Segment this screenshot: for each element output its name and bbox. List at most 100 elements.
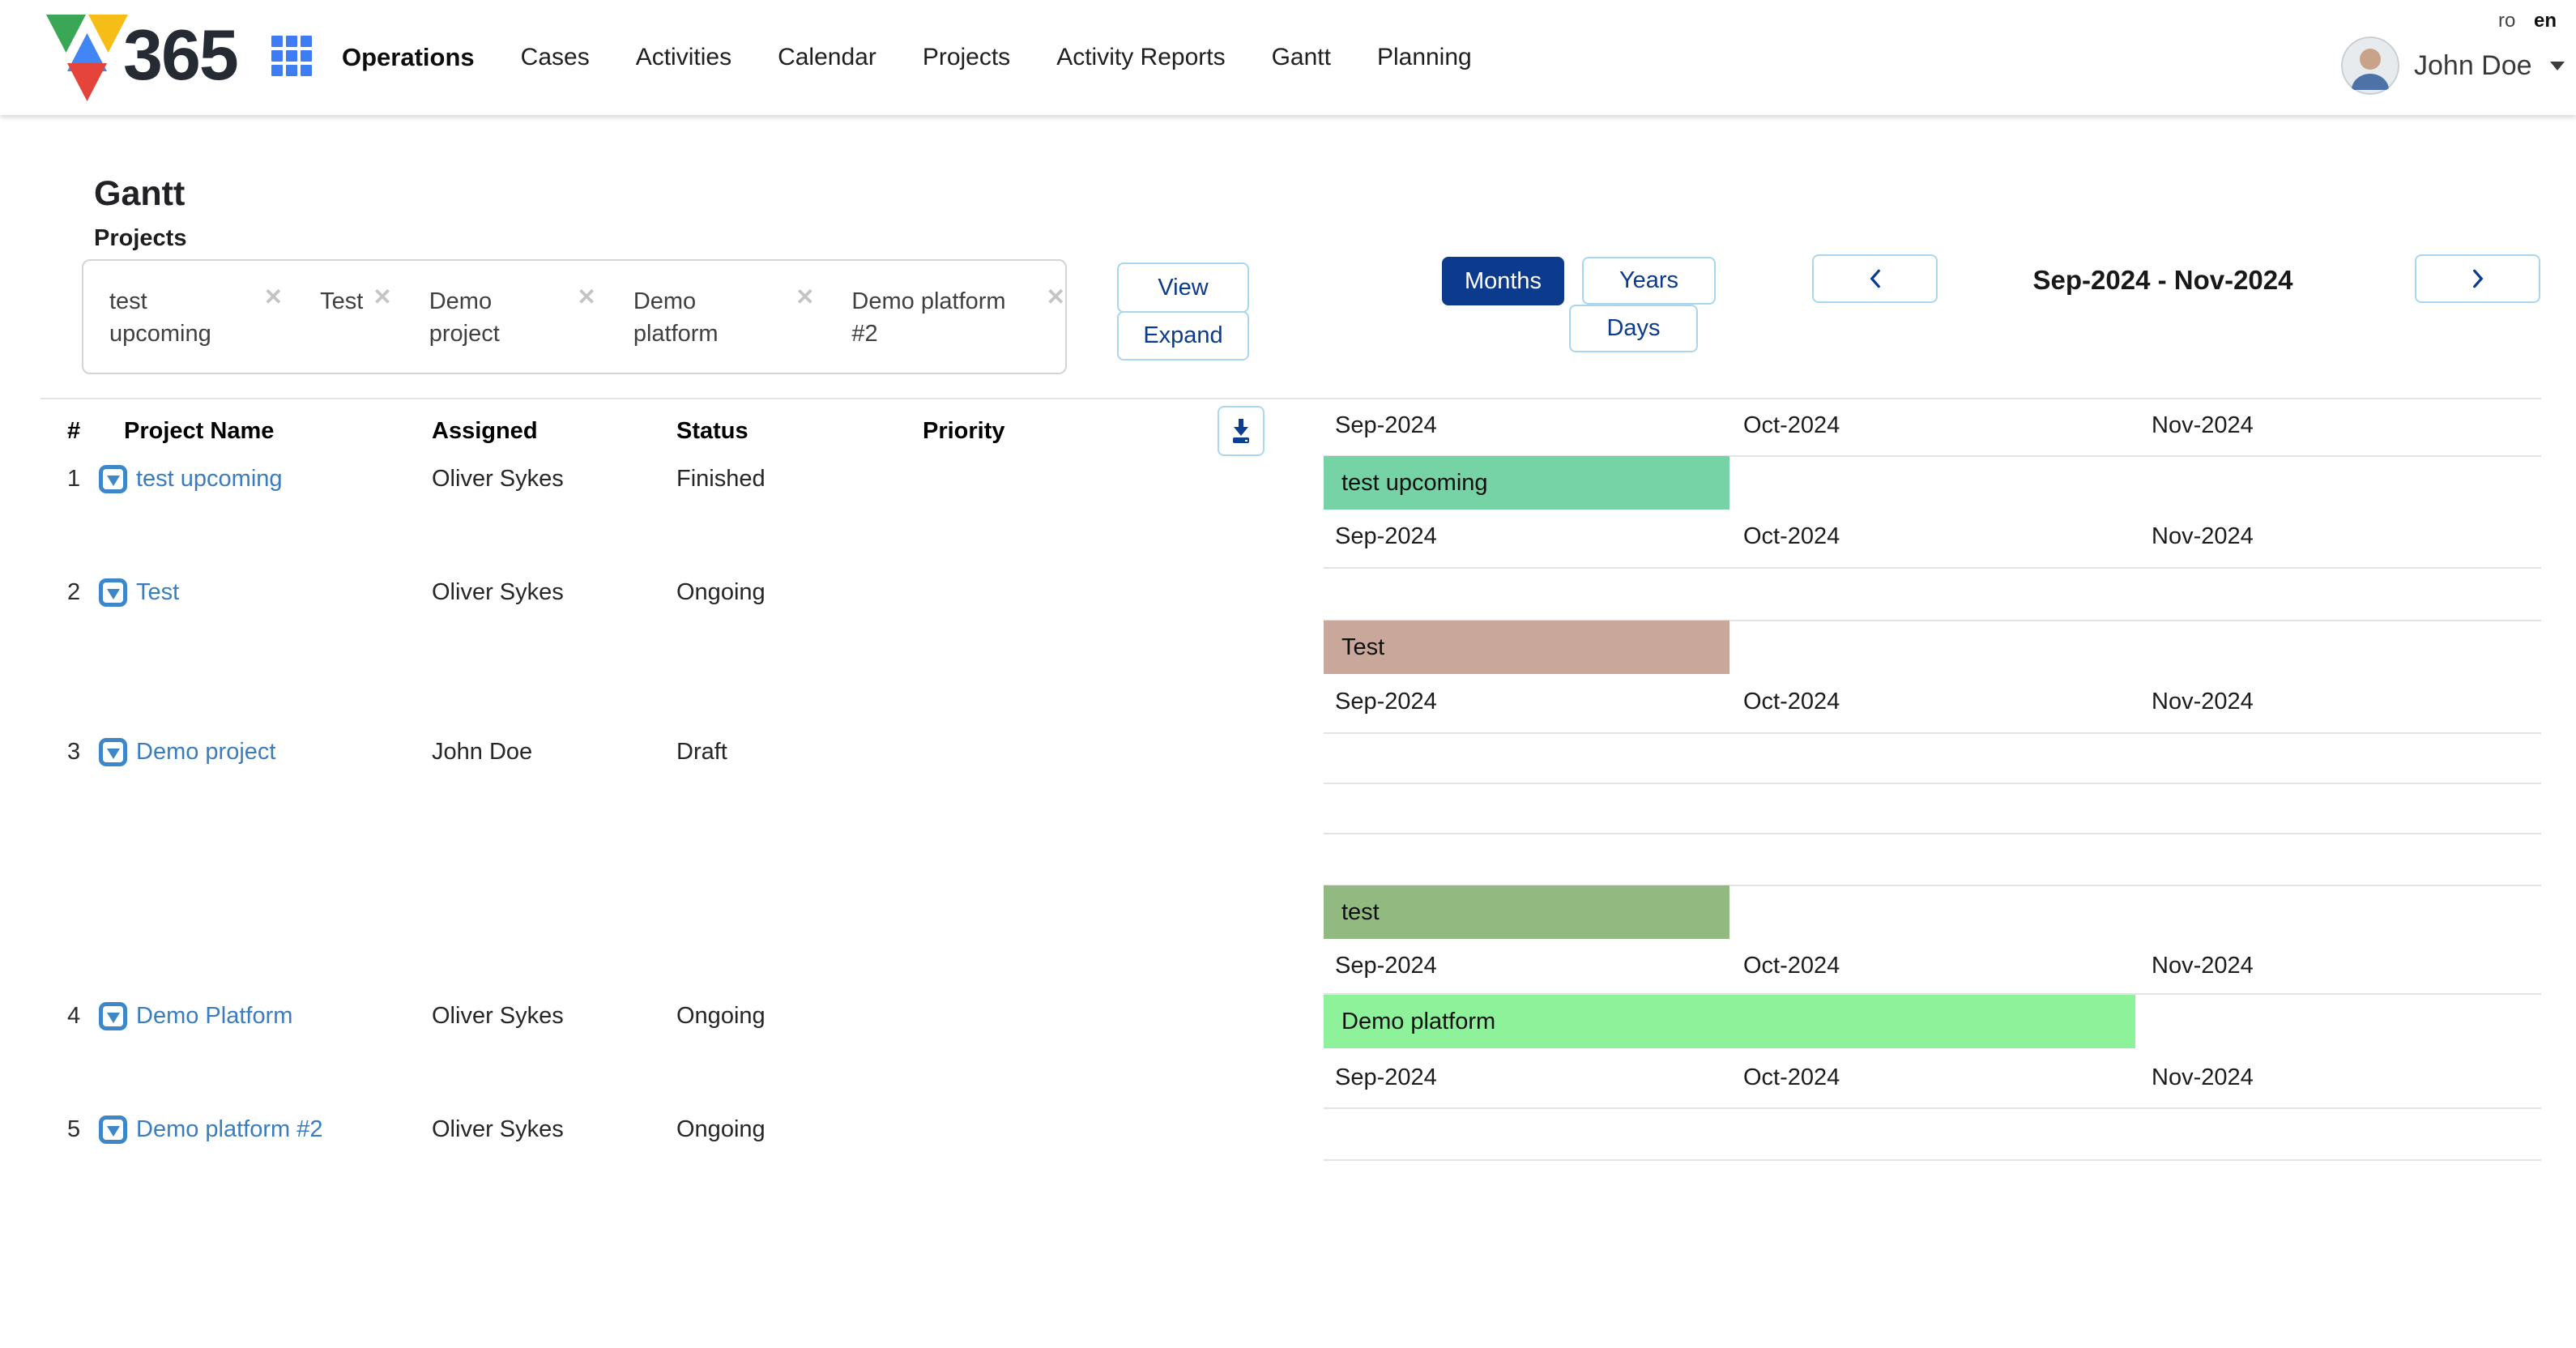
chip-remove-icon[interactable]: ✕ [373,285,391,309]
chip-remove-icon[interactable]: ✕ [1047,285,1065,309]
logo-triangle-green [46,15,86,53]
assigned-cell: John Doe [432,736,532,767]
status-cell: Draft [676,736,727,767]
month-label: Nov-2024 [2152,674,2254,729]
table-row: 4 Demo Platform Oliver Sykes Ongoing [0,1000,1320,1031]
apps-grid-icon[interactable] [271,36,312,76]
nav-item-activities[interactable]: Activities [636,44,731,71]
user-avatar [2341,36,2399,95]
top-navigation-bar: 365 Operations Cases Activities Calendar… [0,0,2576,115]
row-number: 4 [67,1000,80,1031]
month-label: Oct-2024 [1743,938,1840,993]
download-button[interactable] [1218,406,1265,456]
project-link[interactable]: test upcoming [136,463,283,494]
logo-triangle-red [67,63,107,101]
view-button[interactable]: View [1117,262,1249,313]
project-link[interactable]: Test [136,577,179,608]
nav-item-gantt[interactable]: Gantt [1272,44,1331,71]
gantt-bar[interactable]: Demo platform [1324,995,2135,1048]
month-label: Oct-2024 [1743,1050,1840,1105]
chip-remove-icon[interactable]: ✕ [795,285,814,309]
month-label: Oct-2024 [1743,509,1840,564]
expand-caret-icon[interactable] [99,578,127,607]
gantt-month-scale: Sep-2024 Oct-2024 Nov-2024 [1324,1050,2541,1105]
gantt-bar[interactable]: test [1324,885,1729,939]
scale-days-button[interactable]: Days [1569,305,1698,352]
month-label: Nov-2024 [2152,398,2254,453]
expand-caret-icon[interactable] [99,738,127,766]
chevron-right-icon [2467,267,2489,291]
col-header-assigned: Assigned [432,416,538,446]
gantt-month-scale: Sep-2024 Oct-2024 Nov-2024 [1324,938,2541,993]
next-period-button[interactable] [2415,254,2540,303]
expand-button[interactable]: Expand [1117,311,1249,360]
table-row: 1 test upcoming Oliver Sykes Finished [0,463,1320,494]
month-label: Sep-2024 [1335,674,1437,729]
lang-en[interactable]: en [2534,10,2557,32]
expand-caret-icon[interactable] [99,465,127,493]
expand-caret-icon[interactable] [99,1002,127,1030]
filter-chip: Demo platform #2 ✕ [851,285,1065,350]
chip-label: test upcoming [109,285,254,350]
gantt-gridline [1324,1159,2541,1161]
gantt-gridline [1324,1107,2541,1109]
chip-label: Demo project [429,285,568,350]
gantt-app-screen: 365 Operations Cases Activities Calendar… [0,0,2576,1348]
scale-years-button[interactable]: Years [1582,257,1716,305]
nav-item-planning[interactable]: Planning [1377,44,1472,71]
expand-caret-icon[interactable] [99,1116,127,1144]
gantt-gridline [1324,783,2541,784]
chip-label: Demo platform #2 [851,285,1036,350]
projects-filter-input[interactable]: test upcoming ✕ Test ✕ Demo project ✕ De… [82,259,1067,374]
chevron-down-icon [2550,62,2565,70]
table-row: 2 Test Oliver Sykes Ongoing [0,577,1320,608]
project-link[interactable]: Demo project [136,736,275,767]
assigned-cell: Oliver Sykes [432,577,564,608]
gantt-month-scale: Sep-2024 Oct-2024 Nov-2024 [1324,509,2541,564]
gantt-bar-label: Demo platform [1324,995,2135,1048]
chip-label: Test [320,285,363,318]
gantt-gridline [1324,833,2541,834]
month-label: Sep-2024 [1335,398,1437,453]
assigned-cell: Oliver Sykes [432,1000,564,1031]
month-label: Sep-2024 [1335,938,1437,993]
month-label: Nov-2024 [2152,1050,2254,1105]
chip-label: Demo platform [633,285,786,350]
lang-ro[interactable]: ro [2498,10,2515,32]
row-number: 1 [67,463,80,494]
nav-item-activity-reports[interactable]: Activity Reports [1056,44,1225,71]
month-label: Oct-2024 [1743,674,1840,729]
gantt-month-scale: Sep-2024 Oct-2024 Nov-2024 [1324,674,2541,729]
gantt-bar[interactable]: Test [1324,621,1729,674]
month-label: Oct-2024 [1743,398,1840,453]
gantt-bar-label: Test [1324,621,1729,674]
project-link[interactable]: Demo platform #2 [136,1114,323,1145]
table-row: 3 Demo project John Doe Draft [0,736,1320,767]
table-row: 5 Demo platform #2 Oliver Sykes Ongoing [0,1114,1320,1145]
gantt-bar[interactable]: test upcoming [1324,456,1729,510]
main-menu: Operations Cases Activities Calendar Pro… [342,0,1472,115]
scale-months-button[interactable]: Months [1442,257,1564,305]
projects-filter-label: Projects [94,225,186,252]
gantt-month-scale: Sep-2024 Oct-2024 Nov-2024 [1324,398,2541,453]
app-logo-icon[interactable] [46,15,130,104]
nav-item-projects[interactable]: Projects [923,44,1010,71]
user-menu[interactable]: John Doe [2341,36,2565,96]
date-range-label: Sep-2024 - Nov-2024 [1968,256,2357,305]
chip-remove-icon[interactable]: ✕ [577,285,595,309]
project-link[interactable]: Demo Platform [136,1000,292,1031]
gantt-chart-area: Sep-2024 Oct-2024 Nov-2024 Sep-2024 Oct-… [1324,398,2541,1166]
chip-remove-icon[interactable]: ✕ [264,285,283,309]
language-switch: ro en [2485,10,2557,32]
brand-text: 365 [123,0,237,115]
filter-chip: test upcoming ✕ [109,285,283,350]
nav-item-operations[interactable]: Operations [342,43,475,72]
status-cell: Ongoing [676,577,766,608]
month-label: Sep-2024 [1335,509,1437,564]
prev-period-button[interactable] [1812,254,1938,303]
nav-item-cases[interactable]: Cases [521,44,590,71]
gantt-bar-label: test upcoming [1324,456,1729,510]
row-number: 3 [67,736,80,767]
status-cell: Ongoing [676,1114,766,1145]
nav-item-calendar[interactable]: Calendar [778,44,876,71]
